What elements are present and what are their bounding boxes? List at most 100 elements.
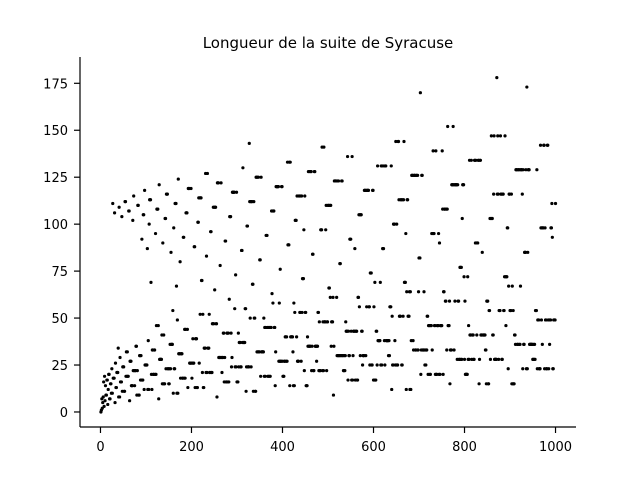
data-point [110, 391, 114, 395]
data-point [161, 241, 165, 245]
data-point [477, 382, 481, 386]
data-point [261, 350, 265, 354]
data-point [404, 387, 408, 392]
data-point [433, 323, 437, 328]
data-point [139, 354, 143, 358]
data-point [422, 290, 426, 294]
data-point [103, 384, 108, 388]
data-point [518, 342, 522, 346]
data-point [220, 370, 224, 375]
data-point [301, 277, 306, 281]
data-point [496, 134, 500, 138]
data-point [198, 312, 202, 316]
x-tick-label: 1000 [539, 440, 572, 455]
x-tick-label: 400 [270, 440, 295, 455]
data-point [310, 344, 314, 348]
data-point [259, 374, 263, 378]
x-tick-label: 0 [96, 440, 104, 455]
data-point [232, 190, 236, 194]
data-point [273, 384, 277, 388]
data-point [371, 188, 375, 192]
data-point [145, 363, 149, 367]
data-point [106, 402, 110, 407]
data-point [492, 134, 496, 138]
data-point [143, 188, 147, 192]
data-point [521, 367, 525, 371]
data-point [330, 320, 335, 324]
data-point [213, 288, 217, 292]
data-point [153, 348, 157, 352]
data-point [247, 141, 251, 145]
data-point [303, 194, 307, 198]
data-point [185, 327, 189, 331]
data-point [102, 374, 107, 378]
data-point [525, 367, 529, 371]
data-point [203, 346, 207, 350]
data-point [227, 297, 231, 301]
data-point [436, 323, 440, 328]
data-point [373, 280, 377, 284]
data-point [550, 201, 554, 206]
data-point [550, 235, 554, 239]
data-point [496, 192, 500, 196]
data-point [113, 400, 117, 405]
data-point [272, 209, 276, 213]
data-point [355, 329, 359, 333]
data-point [327, 286, 331, 290]
data-point [112, 211, 117, 215]
data-point [374, 378, 378, 382]
y-tick-label: 100 [43, 218, 68, 233]
data-point [438, 372, 442, 377]
data-point [548, 342, 552, 346]
data-point [224, 239, 228, 243]
data-point [509, 308, 513, 313]
data-point [396, 363, 400, 367]
data-point [408, 290, 412, 294]
data-point [416, 290, 421, 294]
data-point [167, 382, 171, 386]
data-point [280, 184, 284, 189]
data-point [535, 168, 539, 172]
data-point [131, 218, 135, 222]
data-point [294, 218, 298, 222]
data-point [506, 367, 510, 371]
data-point [346, 378, 350, 382]
data-point [101, 400, 105, 405]
data-point [475, 333, 479, 337]
data-point [359, 213, 363, 217]
data-point [477, 357, 482, 361]
data-point [295, 335, 299, 339]
data-point [407, 314, 411, 318]
data-point [474, 158, 478, 162]
data-point [400, 363, 404, 367]
data-point [459, 265, 463, 269]
data-point [200, 370, 205, 375]
data-point [357, 305, 361, 309]
data-point [174, 201, 178, 206]
data-point [483, 333, 487, 337]
data-point [389, 164, 393, 168]
data-point [533, 357, 537, 361]
data-point [219, 181, 223, 185]
data-point [446, 124, 450, 129]
data-point [360, 363, 365, 367]
data-point [409, 387, 413, 392]
data-point [372, 305, 376, 309]
data-point [277, 301, 281, 305]
data-point [141, 378, 145, 382]
data-point [243, 340, 247, 345]
data-point [383, 363, 387, 367]
data-point [522, 342, 526, 346]
data-point [165, 192, 169, 196]
data-point [551, 367, 555, 371]
data-point [484, 348, 488, 352]
data-point [214, 205, 218, 209]
data-point [185, 211, 189, 215]
data-point [148, 198, 153, 202]
data-point [133, 384, 137, 388]
data-point [329, 344, 333, 348]
data-point [191, 337, 195, 341]
data-point [157, 183, 161, 187]
data-point [376, 164, 380, 168]
data-point [150, 387, 154, 392]
